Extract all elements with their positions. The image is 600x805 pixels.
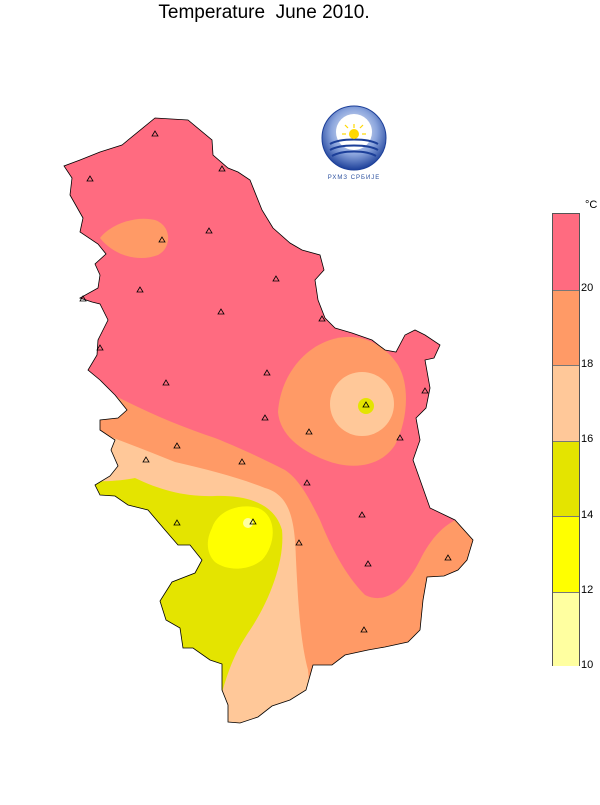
station-marker xyxy=(364,560,372,567)
station-marker xyxy=(303,479,311,486)
legend-band-16-18 xyxy=(553,365,579,441)
map-title: Temperature June 2010. xyxy=(158,2,370,23)
station-marker xyxy=(86,175,94,182)
station-marker xyxy=(217,308,225,315)
color-legend xyxy=(552,213,580,666)
legend-band-12-14 xyxy=(553,516,579,592)
rhmz-logo: РХМЗ СРБИЈЕ xyxy=(316,104,392,188)
station-marker xyxy=(173,519,181,526)
station-marker xyxy=(295,539,303,546)
station-markers xyxy=(79,130,452,633)
legend-band-14-16 xyxy=(553,440,579,516)
station-marker xyxy=(162,379,170,386)
station-marker xyxy=(318,315,326,322)
station-marker xyxy=(238,458,246,465)
station-marker xyxy=(136,286,144,293)
legend-unit: °C xyxy=(585,199,598,211)
station-marker xyxy=(358,511,366,518)
legend-tick-18: 18 xyxy=(581,358,594,370)
band-18-20-nw-area xyxy=(100,218,169,259)
station-marker xyxy=(261,414,269,421)
station-marker xyxy=(305,428,313,435)
station-marker xyxy=(421,387,429,394)
legend-band-10-12 xyxy=(553,591,579,666)
band-10-12-area xyxy=(243,518,253,528)
station-marker xyxy=(218,165,226,172)
legend-tick-10: 10 xyxy=(581,659,594,671)
legend-tick-14: 14 xyxy=(581,509,594,521)
band-12-14-area xyxy=(207,506,273,569)
station-marker xyxy=(96,344,104,351)
legend-tick-16: 16 xyxy=(581,433,594,445)
station-marker xyxy=(362,401,370,408)
band-14-16-east-area xyxy=(358,398,374,414)
station-marker xyxy=(205,227,213,234)
station-marker xyxy=(396,434,404,441)
station-marker xyxy=(444,554,452,561)
station-marker xyxy=(151,130,159,137)
legend-tick-12: 12 xyxy=(581,584,594,596)
station-marker xyxy=(158,236,166,243)
station-marker xyxy=(272,275,280,282)
logo-caption: РХМЗ СРБИЈЕ xyxy=(327,175,381,181)
station-marker xyxy=(360,626,368,633)
station-marker xyxy=(173,442,181,449)
legend-band-18-20 xyxy=(553,289,579,365)
legend-band-20-22 xyxy=(553,214,579,290)
legend-tick-20: 20 xyxy=(581,282,594,294)
station-marker xyxy=(263,369,271,376)
station-marker xyxy=(79,295,87,302)
rhmz-emblem-icon xyxy=(321,105,387,171)
station-marker xyxy=(249,518,257,525)
station-marker xyxy=(142,456,150,463)
